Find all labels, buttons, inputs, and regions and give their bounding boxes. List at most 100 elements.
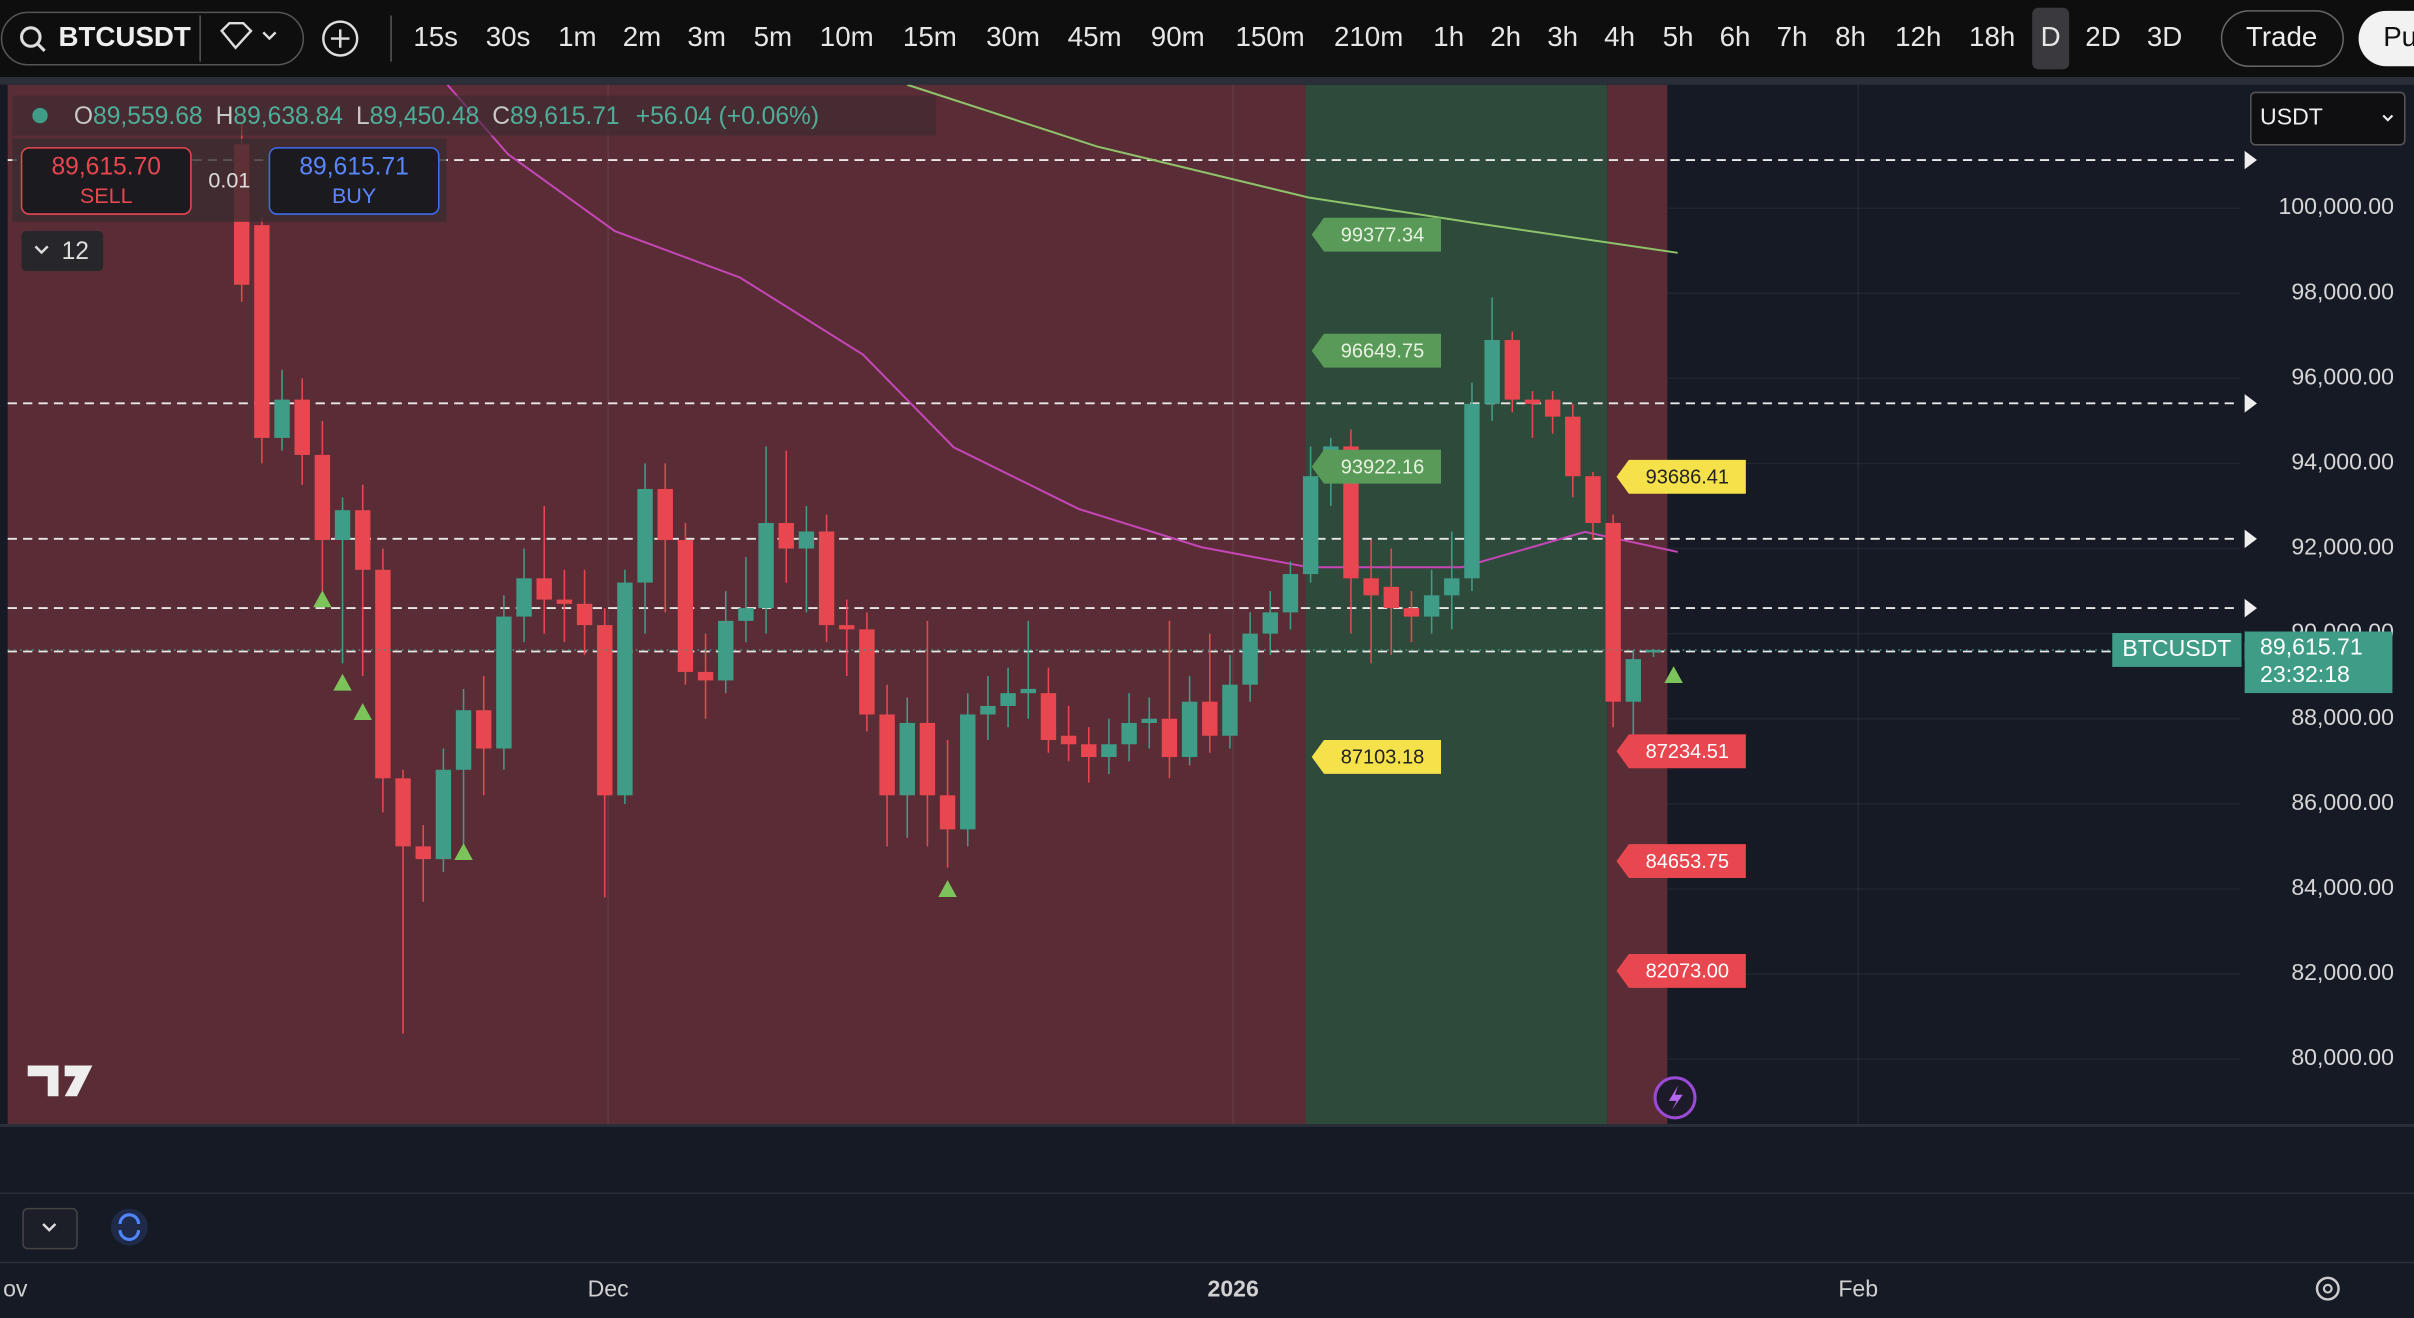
candle-body [1585,476,1601,523]
signal-marker [938,880,957,898]
interval[interactable]: 1m [558,21,596,52]
signal-marker [1664,666,1683,684]
target-label: 87234.51 [1646,741,1729,763]
trade-button[interactable] [2220,10,2344,68]
buy-price: 89,615.71 [299,153,409,180]
candle-body [798,531,815,549]
label: H [216,103,234,130]
candle-body [1544,399,1561,417]
plot: 99377.34 96649.75 93922.16 93686.41 87103.18… [7,83,2257,1060]
target-label: 93922.16 [1341,457,1424,479]
chevron [34,245,49,255]
status-dot [32,107,48,124]
countdown: 23:32:18 [2260,661,2350,687]
y-tick-label: 86,000.00 [2291,789,2394,815]
interval[interactable]: 45m [1068,21,1122,52]
settings-icon [2322,1283,2333,1294]
candle-body [1504,340,1520,400]
level-handle [2244,598,2257,618]
interval[interactable]: 18h [1969,21,2015,52]
toolbar [0,0,2414,78]
sell-button[interactable] [20,147,192,215]
candle-body [576,603,593,626]
candle-body [435,769,452,860]
refresh-button[interactable] [110,1208,148,1246]
interval[interactable]: 90m [1151,21,1205,52]
moving-average [446,84,1678,569]
buy-button[interactable] [268,147,440,215]
y-tick-label: 96,000.00 [2291,363,2394,389]
publish-button[interactable] [2358,10,2414,67]
interval[interactable]: 12h [1895,21,1941,52]
value: 89,559.68 [93,103,203,130]
interval[interactable]: 210m [1334,21,1403,52]
interval[interactable]: 3h [1547,21,1578,52]
label: O [74,103,93,130]
candle-body [1101,744,1117,758]
candle-body [516,578,532,617]
level-handle [2244,529,2257,549]
interval[interactable]: 10m [820,21,874,52]
candle-body [738,608,754,621]
interval[interactable]: 150m [1235,21,1304,52]
interval[interactable]: 4h [1604,21,1635,52]
interval[interactable]: 2D [2085,21,2120,52]
chevron [2382,114,2394,122]
interval[interactable]: 1h [1433,21,1464,52]
add-icon [331,29,350,48]
candle-body [859,629,875,715]
candle-body [1423,595,1440,617]
candle-body [939,795,956,830]
level-handle [2244,150,2257,170]
interval[interactable]: 15m [903,21,957,52]
candle-body [1040,693,1057,740]
candle-body [314,454,331,541]
candle-body [1000,693,1016,706]
candle-body [919,722,936,796]
interval[interactable]: 7h [1777,21,1808,52]
time-axis: ov Dec 2026 Feb [3,1275,1878,1301]
y-tick-label: 82,000.00 [2291,959,2394,985]
y-tick-label: 84,000.00 [2291,874,2394,900]
price-tag [2244,631,2393,694]
zones [7,84,1859,1126]
interval[interactable]: 8h [1835,21,1866,52]
indicators-toggle[interactable] [21,231,104,272]
interval[interactable]: 15s [413,21,458,52]
interval[interactable]: 2h [1490,21,1521,52]
interval[interactable]: 5m [754,21,792,52]
candle-body [778,522,794,549]
candle-body [476,710,492,749]
settings-icon[interactable] [2315,1276,2340,1301]
symbol-search[interactable] [0,11,305,66]
y-tick-label: 92,000.00 [2291,534,2394,560]
candle-body [980,705,996,715]
candle-body [496,616,512,749]
signal-marker [454,843,473,861]
candle-body [556,599,573,604]
interval[interactable]: 5h [1663,21,1694,52]
interval[interactable]: 6h [1720,21,1751,52]
candle-body [657,488,673,541]
interval[interactable]: 3m [687,21,725,52]
interval[interactable]: 3D [2147,21,2182,52]
interval[interactable]: D [2041,21,2061,52]
signal-marker [333,673,352,691]
interval[interactable]: 30m [986,21,1040,52]
y-tick-label: 94,000.00 [2291,449,2394,475]
target-label: 99377.34 [1341,224,1424,246]
add-button[interactable] [322,20,359,57]
interval[interactable]: 30s [486,21,531,52]
time-label: 2026 [1208,1275,1259,1301]
quantity[interactable]: 0.01 [208,167,250,192]
search-icon [20,26,42,48]
candle-body [1524,399,1541,404]
chevron [262,31,277,41]
candle-body [1060,735,1077,745]
interval[interactable]: 2m [623,21,661,52]
symbol: BTCUSDT [59,21,191,52]
y-tick-label: 98,000.00 [2291,278,2394,304]
currency-select[interactable] [2250,91,2406,146]
candle-body [617,582,633,796]
